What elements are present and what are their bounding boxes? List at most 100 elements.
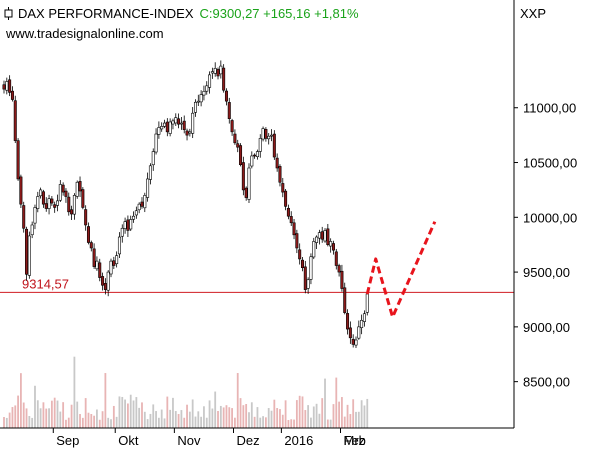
candle-body bbox=[351, 338, 355, 345]
candle-icon bbox=[4, 7, 13, 20]
candle-body bbox=[157, 127, 161, 135]
volume-bar bbox=[236, 373, 239, 428]
volume-bar bbox=[214, 391, 217, 428]
volume-bar bbox=[115, 416, 118, 428]
volume-bar bbox=[245, 403, 248, 428]
candle-body bbox=[143, 195, 147, 209]
candle-body bbox=[64, 190, 68, 197]
volume-bar bbox=[191, 399, 194, 428]
candle-body bbox=[188, 131, 192, 134]
candle-body bbox=[174, 117, 178, 124]
volume-bar bbox=[253, 416, 256, 428]
volume-bar bbox=[346, 404, 349, 428]
candle-body bbox=[227, 102, 231, 119]
volume-bar bbox=[70, 404, 73, 428]
chart-title: DAX PERFORMANCE-INDEX bbox=[18, 6, 194, 21]
candle-body bbox=[84, 209, 88, 226]
price-quote: C:9300,27 +165,16 +1,81% bbox=[199, 6, 359, 21]
candle-body bbox=[160, 126, 164, 130]
volume-bar bbox=[219, 405, 222, 428]
candle-body bbox=[224, 90, 228, 102]
volume-bar bbox=[203, 406, 205, 428]
volume-bar bbox=[11, 407, 14, 428]
candle-body bbox=[2, 84, 6, 90]
x-tick-label: Nov bbox=[177, 433, 201, 448]
volume-bar bbox=[329, 419, 332, 428]
y-tick-label: 9500,00 bbox=[523, 265, 570, 280]
candle-body bbox=[134, 210, 138, 216]
candle-body bbox=[278, 166, 282, 183]
volume-bar bbox=[293, 419, 295, 428]
candle-body bbox=[244, 187, 248, 198]
candle-body bbox=[193, 101, 197, 113]
candle-body bbox=[292, 222, 296, 236]
candle-body bbox=[163, 122, 167, 127]
candle-body bbox=[103, 283, 107, 290]
candle-body bbox=[61, 184, 65, 193]
candle-body bbox=[239, 145, 243, 166]
volume-bar bbox=[96, 409, 98, 428]
volume-bar bbox=[48, 408, 50, 428]
volume-bar bbox=[276, 408, 279, 428]
volume-bar bbox=[338, 401, 341, 428]
volume-bar bbox=[34, 385, 36, 428]
volume-bar bbox=[231, 408, 233, 428]
candle-body bbox=[81, 189, 85, 208]
volume-bar bbox=[79, 414, 81, 428]
candle-body bbox=[33, 207, 37, 224]
symbol-label: XXP bbox=[520, 6, 547, 21]
candle-body bbox=[210, 71, 214, 74]
candle-body bbox=[205, 85, 209, 92]
volume-bar bbox=[262, 416, 264, 428]
candle-body bbox=[326, 228, 330, 245]
candle-body bbox=[261, 128, 265, 140]
volume-bar bbox=[366, 398, 369, 428]
volume-bar bbox=[183, 417, 186, 428]
candle-body bbox=[123, 221, 127, 229]
candle-body bbox=[317, 232, 321, 239]
candle-body bbox=[191, 112, 195, 134]
volume-bar bbox=[205, 417, 208, 428]
candle-body bbox=[208, 74, 212, 88]
volume-bar bbox=[228, 407, 231, 428]
candle-body bbox=[199, 94, 203, 103]
volume-bar bbox=[326, 419, 329, 428]
volume-bar bbox=[73, 356, 76, 428]
volume-bar bbox=[22, 402, 25, 428]
volume-bar bbox=[17, 395, 19, 428]
candle-body bbox=[284, 190, 288, 207]
volume-bar bbox=[31, 417, 34, 428]
volume-bar bbox=[110, 419, 112, 428]
candle-body bbox=[300, 259, 304, 269]
volume-bar bbox=[143, 411, 146, 428]
volume-bar bbox=[312, 406, 315, 428]
volume-bar bbox=[101, 411, 104, 428]
candle-body bbox=[98, 262, 102, 278]
x-tick-label: Dez bbox=[237, 433, 260, 448]
candle-body bbox=[289, 216, 293, 224]
candle-body bbox=[179, 122, 183, 125]
volume-bar bbox=[90, 414, 93, 428]
candle-body bbox=[44, 203, 48, 209]
volume-bar bbox=[318, 413, 321, 428]
candle-body bbox=[8, 79, 12, 93]
candle-body bbox=[10, 90, 14, 100]
x-tick-label: Okt bbox=[118, 433, 139, 448]
volume-bar bbox=[267, 408, 270, 428]
x-tick-label: Sep bbox=[56, 433, 79, 448]
volume-bar bbox=[3, 416, 5, 428]
candle-body bbox=[213, 67, 217, 74]
volume-bar bbox=[152, 404, 155, 428]
candle-body bbox=[148, 165, 152, 180]
candle-body bbox=[230, 120, 234, 133]
candle-body bbox=[177, 118, 181, 125]
volume-bar bbox=[197, 411, 200, 428]
candle-body bbox=[334, 251, 338, 266]
candle-body bbox=[253, 154, 257, 157]
volume-bar bbox=[186, 404, 188, 428]
axes bbox=[0, 0, 515, 429]
candle-body bbox=[233, 133, 237, 144]
volume-bar bbox=[239, 398, 242, 428]
volume-bar bbox=[242, 405, 245, 428]
candle-body bbox=[196, 100, 200, 103]
